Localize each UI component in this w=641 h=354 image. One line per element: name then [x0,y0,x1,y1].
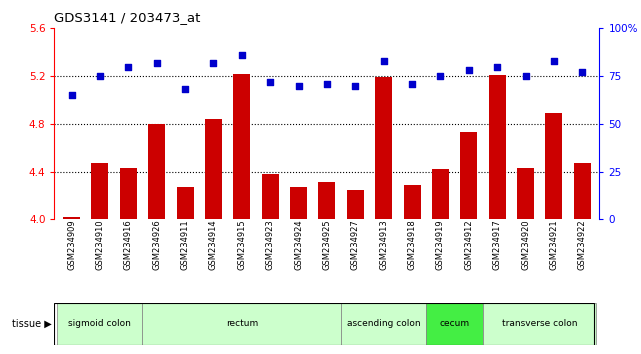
Text: GSM234923: GSM234923 [265,219,274,270]
Text: GSM234917: GSM234917 [493,219,502,270]
Bar [290,187,307,219]
Bar [404,185,420,219]
Text: GSM234914: GSM234914 [209,219,218,270]
Bar [205,119,222,219]
Text: GSM234924: GSM234924 [294,219,303,270]
Point [294,83,304,88]
FancyBboxPatch shape [426,303,483,345]
Text: GSM234925: GSM234925 [322,219,331,270]
Text: rectum: rectum [226,319,258,329]
Text: GSM234926: GSM234926 [152,219,161,270]
Text: GSM234918: GSM234918 [408,219,417,270]
Text: tissue ▶: tissue ▶ [12,319,51,329]
Text: GSM234927: GSM234927 [351,219,360,270]
FancyBboxPatch shape [341,303,426,345]
Text: GSM234910: GSM234910 [96,219,104,270]
Text: GSM234916: GSM234916 [124,219,133,270]
Text: GDS3141 / 203473_at: GDS3141 / 203473_at [54,11,201,24]
Text: GSM234921: GSM234921 [549,219,558,270]
Text: GSM234912: GSM234912 [464,219,473,270]
Text: sigmoid colon: sigmoid colon [69,319,131,329]
Text: GSM234915: GSM234915 [237,219,246,270]
Bar [460,132,478,219]
Point [407,81,417,87]
Bar [262,174,279,219]
Point [95,73,105,79]
Bar [92,163,108,219]
Point [435,73,445,79]
Point [151,60,162,65]
Text: GSM234909: GSM234909 [67,219,76,270]
Text: transverse colon: transverse colon [502,319,578,329]
Bar [375,77,392,219]
Text: GSM234913: GSM234913 [379,219,388,270]
Text: ascending colon: ascending colon [347,319,420,329]
Point [67,92,77,98]
FancyBboxPatch shape [57,303,142,345]
Text: GSM234911: GSM234911 [181,219,190,270]
Bar [63,217,80,219]
Bar [432,169,449,219]
Point [322,81,332,87]
Point [520,73,531,79]
Bar [574,163,591,219]
Bar [120,168,137,219]
Bar [545,113,562,219]
Point [549,58,559,64]
FancyBboxPatch shape [142,303,341,345]
Text: cecum: cecum [440,319,470,329]
Bar [148,124,165,219]
Point [577,69,587,75]
Point [492,64,503,69]
Bar [488,75,506,219]
Bar [233,74,250,219]
Point [463,68,474,73]
Point [379,58,389,64]
Text: GSM234922: GSM234922 [578,219,587,270]
Point [208,60,219,65]
Point [265,79,275,85]
Bar [517,168,534,219]
Text: GSM234920: GSM234920 [521,219,530,270]
Point [180,87,190,92]
Point [350,83,360,88]
Point [123,64,133,69]
Point [237,52,247,58]
Bar [176,187,194,219]
FancyBboxPatch shape [483,303,597,345]
Bar [319,182,335,219]
Text: GSM234919: GSM234919 [436,219,445,270]
Bar [347,190,364,219]
